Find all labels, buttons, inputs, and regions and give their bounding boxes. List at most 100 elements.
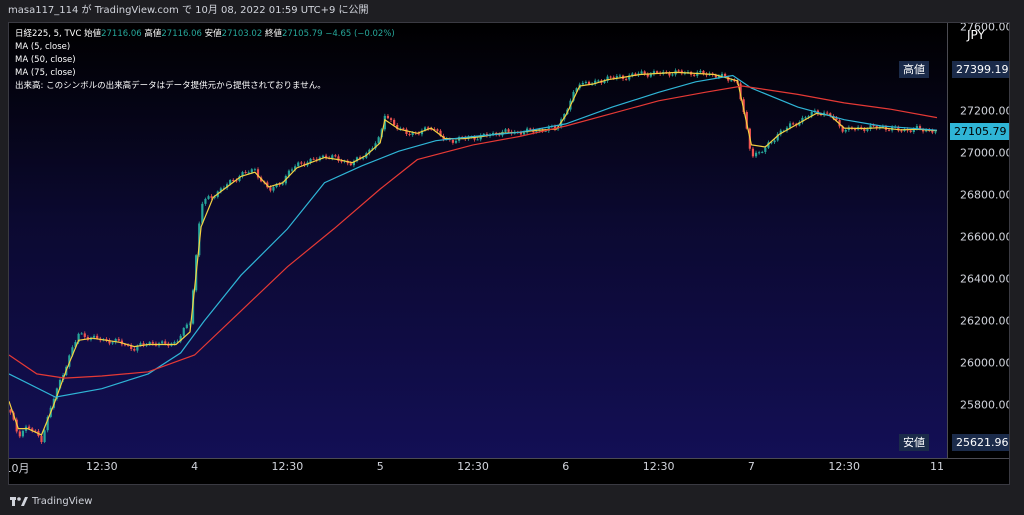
candle-body bbox=[872, 125, 875, 127]
legend-ohlc-row: 日経225, 5, TVC 始値27116.06 高値27116.06 安値27… bbox=[15, 28, 395, 41]
candle-body bbox=[671, 74, 674, 76]
candle-body bbox=[278, 183, 281, 185]
candle-body bbox=[807, 116, 810, 118]
candle-body bbox=[909, 130, 912, 132]
candle-body bbox=[773, 140, 776, 143]
candle-body bbox=[352, 161, 356, 166]
candle-body bbox=[643, 71, 646, 74]
plot-area[interactable]: 日経225, 5, TVC 始値27116.06 高値27116.06 安値27… bbox=[9, 23, 947, 458]
candle-body bbox=[739, 83, 742, 100]
candle-body bbox=[751, 148, 755, 157]
candle-body bbox=[934, 131, 937, 133]
candle-body bbox=[841, 126, 844, 132]
candle-body bbox=[764, 147, 767, 152]
candle-body bbox=[176, 341, 179, 343]
chart-frame: 日経225, 5, TVC 始値27116.06 高値27116.06 安値27… bbox=[8, 22, 1010, 485]
candle-body bbox=[108, 340, 111, 344]
candle-body bbox=[529, 128, 532, 130]
high-tag-label: 高値 bbox=[903, 62, 925, 76]
candle-body bbox=[767, 142, 770, 148]
candle-body bbox=[417, 133, 420, 135]
candle-body bbox=[40, 435, 43, 443]
candle-body bbox=[476, 139, 479, 141]
candle-body bbox=[584, 81, 588, 83]
candle-body bbox=[142, 343, 145, 346]
candle-body bbox=[294, 166, 297, 170]
time-tick-label: 12:30 bbox=[828, 460, 861, 473]
candle-body bbox=[668, 72, 671, 76]
candle-body bbox=[377, 137, 380, 144]
candle-body bbox=[18, 431, 21, 437]
candle-body bbox=[625, 78, 628, 80]
price-tick-label: 26000.00 bbox=[960, 356, 1010, 370]
candle-body bbox=[758, 152, 761, 154]
candle-body bbox=[826, 112, 829, 114]
legend-high-label: 高値 bbox=[144, 29, 162, 39]
candle-body bbox=[297, 162, 300, 167]
price-tick-label: 26600.00 bbox=[960, 230, 1010, 244]
candle-body bbox=[779, 130, 782, 135]
candle-body bbox=[253, 169, 257, 171]
candle-body bbox=[281, 183, 284, 185]
candle-body bbox=[612, 77, 615, 79]
candle-body bbox=[355, 157, 359, 162]
candle-body bbox=[21, 430, 25, 437]
candle-body bbox=[594, 80, 597, 84]
candle-body bbox=[423, 127, 427, 131]
candle-body bbox=[881, 126, 884, 128]
candle-body bbox=[835, 118, 838, 121]
candle-body bbox=[164, 341, 167, 344]
candle-body bbox=[368, 149, 371, 154]
legend-ma5[interactable]: MA (5, close) bbox=[15, 42, 71, 52]
candle-body bbox=[776, 134, 779, 141]
last-price-value: 27105.79 bbox=[954, 124, 1007, 138]
price-tick-label: 27600.00 bbox=[960, 22, 1010, 34]
candle-body bbox=[272, 187, 275, 191]
currency-label[interactable]: JPY bbox=[967, 28, 985, 42]
candle-body bbox=[241, 172, 244, 177]
price-axis[interactable] bbox=[947, 23, 1009, 458]
legend-symbol[interactable]: 日経225, 5, TVC bbox=[15, 29, 82, 39]
candle-body bbox=[46, 416, 49, 431]
candle-body bbox=[28, 426, 31, 429]
candle-body bbox=[43, 430, 46, 443]
candle-body bbox=[628, 75, 631, 80]
candle-body bbox=[875, 126, 878, 129]
candle-body bbox=[915, 126, 918, 129]
candle-body bbox=[105, 338, 108, 341]
candle-body bbox=[238, 176, 241, 181]
candle-body bbox=[185, 324, 188, 328]
candle-body bbox=[402, 128, 405, 130]
candle-body bbox=[331, 155, 334, 159]
price-tick-label: 26200.00 bbox=[960, 314, 1010, 328]
low-tag-label: 安値 bbox=[903, 436, 925, 450]
candle-body bbox=[427, 127, 430, 129]
tradingview-brand[interactable]: TradingView bbox=[10, 495, 92, 507]
candle-body bbox=[123, 344, 127, 346]
candle-body bbox=[925, 130, 928, 132]
candle-body bbox=[544, 130, 547, 132]
candle-body bbox=[504, 129, 507, 132]
candle-body bbox=[792, 123, 795, 125]
candle-body bbox=[615, 76, 618, 79]
candle-body bbox=[210, 196, 213, 198]
candle-body bbox=[321, 155, 325, 158]
candle-body bbox=[182, 327, 185, 336]
last-price-tag: 27105.79 bbox=[950, 122, 1009, 140]
candle-body bbox=[733, 80, 736, 82]
time-axis[interactable] bbox=[9, 458, 1009, 484]
legend-ma75[interactable]: MA (75, close) bbox=[15, 68, 76, 78]
candle-body bbox=[433, 129, 436, 131]
candle-body bbox=[219, 188, 222, 192]
candle-body bbox=[371, 148, 374, 150]
candle-body bbox=[386, 115, 390, 119]
time-tick-label: 12:30 bbox=[271, 460, 304, 473]
legend-ma50[interactable]: MA (50, close) bbox=[15, 55, 76, 65]
time-tick-label: 11 bbox=[930, 460, 944, 473]
candle-body bbox=[247, 172, 250, 174]
tradingview-logo-icon bbox=[10, 497, 28, 506]
candle-body bbox=[745, 112, 748, 129]
candle-body bbox=[408, 133, 411, 135]
candle-body bbox=[232, 180, 235, 182]
candle-body bbox=[222, 187, 226, 189]
